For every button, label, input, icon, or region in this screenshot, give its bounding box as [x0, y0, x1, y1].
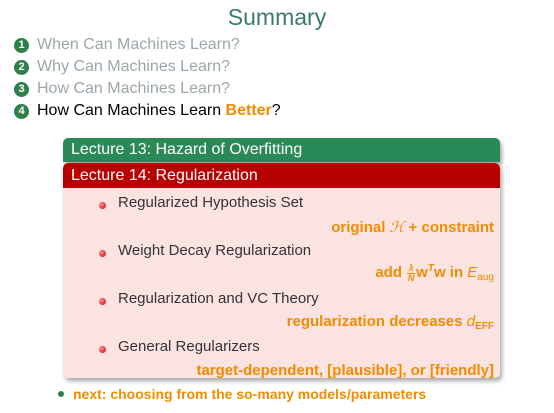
- bullet-icon: [58, 391, 64, 397]
- detail-symbol: d: [467, 313, 475, 330]
- item-title-regularized-hypothesis-set: Regularized Hypothesis Set: [118, 194, 303, 211]
- detail-text: original: [331, 219, 389, 236]
- item-detail-original-h-constraint: original ℋ + constraint: [331, 218, 494, 236]
- detail-text: add: [375, 264, 406, 281]
- bullet-icon: [99, 250, 106, 257]
- detail-text: + constraint: [404, 219, 494, 236]
- bullet-icon: [99, 298, 106, 305]
- number-1-icon: 1: [14, 38, 29, 53]
- item-detail-regularization-decreases: regularization decreases dEFF: [287, 313, 494, 332]
- number-3-icon: 3: [14, 82, 29, 97]
- outline-item-label-suffix: ?: [272, 102, 281, 119]
- outline-item-4: 4 How Can Machines Learn Better?: [14, 100, 281, 122]
- number-2-icon: 2: [14, 60, 29, 75]
- fraction-numerator: λ: [409, 264, 414, 273]
- lecture-13-box: Lecture 13: Hazard of Overfitting: [63, 138, 500, 162]
- detail-text: w in: [434, 264, 467, 281]
- lecture-13-title: Lecture 13: Hazard of Overfitting: [63, 138, 500, 162]
- bullet-icon: [99, 346, 106, 353]
- outline-item-2: 2 Why Can Machines Learn?: [14, 56, 281, 78]
- outline-item-label: How Can Machines Learn Better?: [37, 102, 281, 120]
- item-title-regularization-vc-theory: Regularization and VC Theory: [118, 290, 319, 307]
- outline-item-highlight: Better: [226, 102, 272, 119]
- next-topic: next: choosing from the so-many models/p…: [58, 386, 426, 402]
- item-detail-target-dependent: target-dependent, [plausible], or [frien…: [196, 362, 494, 378]
- outline-item-label: When Can Machines Learn?: [37, 36, 240, 54]
- outline-list: 1 When Can Machines Learn? 2 Why Can Mac…: [14, 34, 281, 122]
- item-title-general-regularizers: General Regularizers: [118, 338, 260, 355]
- item-title-weight-decay: Weight Decay Regularization: [118, 242, 311, 259]
- hypothesis-set-symbol: ℋ: [390, 218, 405, 236]
- outline-item-label: Why Can Machines Learn?: [37, 58, 230, 76]
- lecture-14-title: Lecture 14: Regularization: [63, 163, 500, 188]
- next-topic-label: next: choosing from the so-many models/p…: [73, 386, 426, 402]
- fraction-denominator: N: [408, 274, 415, 283]
- subscript: EFF: [475, 321, 494, 332]
- detail-text: w: [416, 264, 428, 281]
- slide-title: Summary: [0, 4, 554, 31]
- outline-item-1: 1 When Can Machines Learn?: [14, 34, 281, 56]
- bullet-icon: [99, 202, 106, 209]
- outline-item-3: 3 How Can Machines Learn?: [14, 78, 281, 100]
- detail-text: regularization decreases: [287, 313, 467, 330]
- subscript: aug: [477, 272, 494, 283]
- outline-item-label-prefix: How Can Machines Learn: [37, 102, 226, 119]
- detail-symbol: E: [467, 264, 477, 281]
- number-4-icon: 4: [14, 104, 29, 119]
- outline-item-label: How Can Machines Learn?: [37, 80, 230, 98]
- lecture-14-box: Lecture 14: Regularization Regularized H…: [63, 163, 500, 378]
